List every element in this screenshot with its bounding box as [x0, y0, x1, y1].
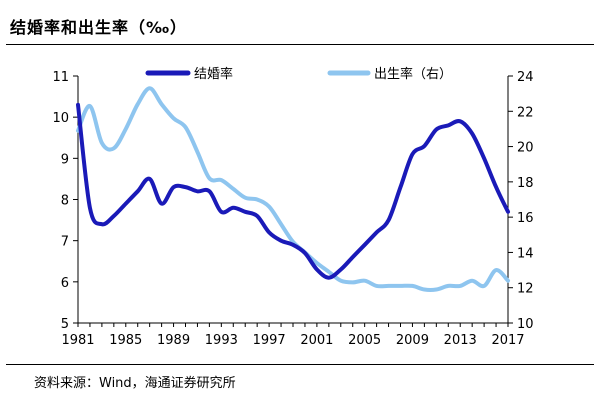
legend-label: 出生率（右） [374, 66, 452, 82]
chart-title: 结婚率和出生率（‰） [10, 18, 188, 37]
left-tick-label: 6 [61, 276, 69, 291]
left-tick-label: 8 [61, 194, 69, 209]
x-tick-label: 2005 [348, 333, 381, 348]
left-tick-label: 11 [52, 70, 69, 85]
left-tick-label: 7 [61, 235, 69, 250]
series-line-marriage-rate [76, 102, 510, 280]
right-tick-label: 14 [517, 246, 534, 261]
right-tick-label: 24 [517, 70, 534, 85]
right-tick-label: 16 [517, 211, 534, 226]
x-tick-label: 1981 [61, 333, 94, 348]
series-line-birth-rate [76, 86, 510, 292]
x-tick-label: 1997 [253, 333, 286, 348]
x-tick-label: 1993 [205, 333, 238, 348]
legend: 结婚率 出生率（右） [145, 66, 452, 82]
right-tick-label: 10 [517, 317, 534, 332]
axes-group: 5 6 7 8 9 10 11 10 12 14 16 18 20 22 24 1981 1985 1989 199… [52, 70, 533, 348]
x-tick-label: 2013 [444, 333, 477, 348]
legend-label: 结婚率 [194, 66, 233, 82]
source-note: 资料来源：Wind，海通证券研究所 [34, 376, 236, 391]
series-lines [76, 86, 510, 292]
x-tick-label: 2009 [396, 333, 429, 348]
left-tick-label: 9 [61, 152, 69, 167]
left-tick-label: 10 [52, 111, 69, 126]
left-tick-label: 5 [61, 317, 69, 332]
x-tick-label: 2001 [300, 333, 333, 348]
right-tick-label: 22 [517, 105, 534, 120]
x-tick-label: 2017 [491, 333, 524, 348]
right-tick-label: 18 [517, 176, 534, 191]
right-tick-label: 12 [517, 282, 534, 297]
x-tick-label: 1985 [109, 333, 142, 348]
right-tick-label: 20 [517, 141, 534, 156]
x-tick-label: 1989 [157, 333, 190, 348]
top-rule [6, 44, 594, 45]
bottom-rule [6, 364, 594, 365]
